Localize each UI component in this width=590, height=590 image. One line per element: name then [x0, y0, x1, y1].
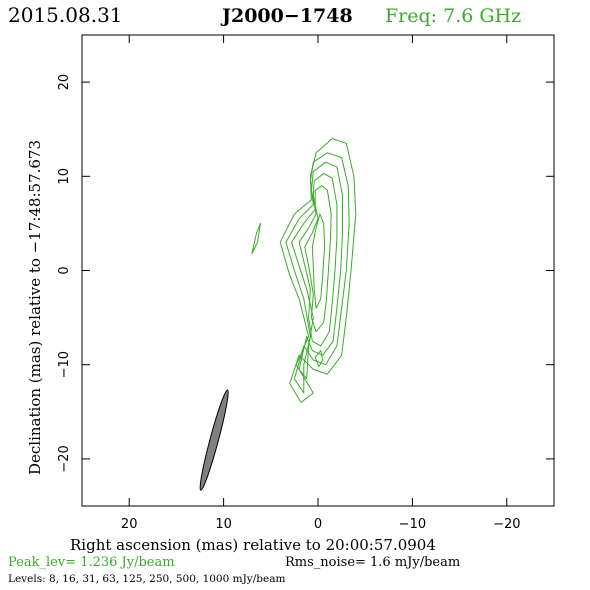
- beam-ellipse-group: [199, 389, 229, 491]
- plot-frame: [81, 34, 555, 507]
- x-axis-label: Right ascension (mas) relative to 20:00:…: [70, 536, 436, 554]
- contour-line-4: [298, 173, 338, 347]
- observation-date: 2015.08.31: [8, 3, 123, 27]
- x-tick-label: 0: [314, 517, 322, 532]
- x-tick-label: −20: [493, 517, 520, 532]
- source-name: J2000−1748: [220, 5, 353, 27]
- contour-line-5: [304, 185, 332, 333]
- contour-line-7: [314, 350, 324, 368]
- contour-line-6: [311, 213, 326, 309]
- y-tick-label: −10: [57, 351, 72, 378]
- y-tick-label: 0: [57, 266, 72, 274]
- x-tick-label: −10: [399, 517, 426, 532]
- contour-line-8: [251, 222, 261, 254]
- x-tick-label: 10: [215, 517, 232, 532]
- x-tick-label: 20: [121, 517, 138, 532]
- restoring-beam-ellipse: [199, 389, 229, 491]
- y-axis-label: Declination (mas) relative to −17:48:57.…: [26, 140, 44, 475]
- axis-ticks: [82, 35, 554, 506]
- y-tick-label: 20: [57, 74, 72, 91]
- contour-line-1: [279, 138, 357, 403]
- rms-noise: Rms_noise= 1.6 mJy/beam: [285, 555, 460, 570]
- contour-line-2: [285, 152, 350, 394]
- peak-level: Peak_lev= 1.236 Jy/beam: [8, 555, 175, 570]
- y-tick-label: 10: [57, 168, 72, 185]
- contour-set: [251, 138, 357, 403]
- y-tick-labels: 20 10 0 −10 −20: [57, 74, 72, 473]
- x-tick-labels: 20 10 0 −10 −20: [121, 517, 521, 532]
- contour-levels: Levels: 8, 16, 31, 63, 125, 250, 500, 10…: [8, 573, 285, 585]
- contour-line-3: [291, 161, 343, 380]
- frequency-label: Freq: 7.6 GHz: [385, 5, 521, 27]
- y-tick-label: −20: [57, 445, 72, 472]
